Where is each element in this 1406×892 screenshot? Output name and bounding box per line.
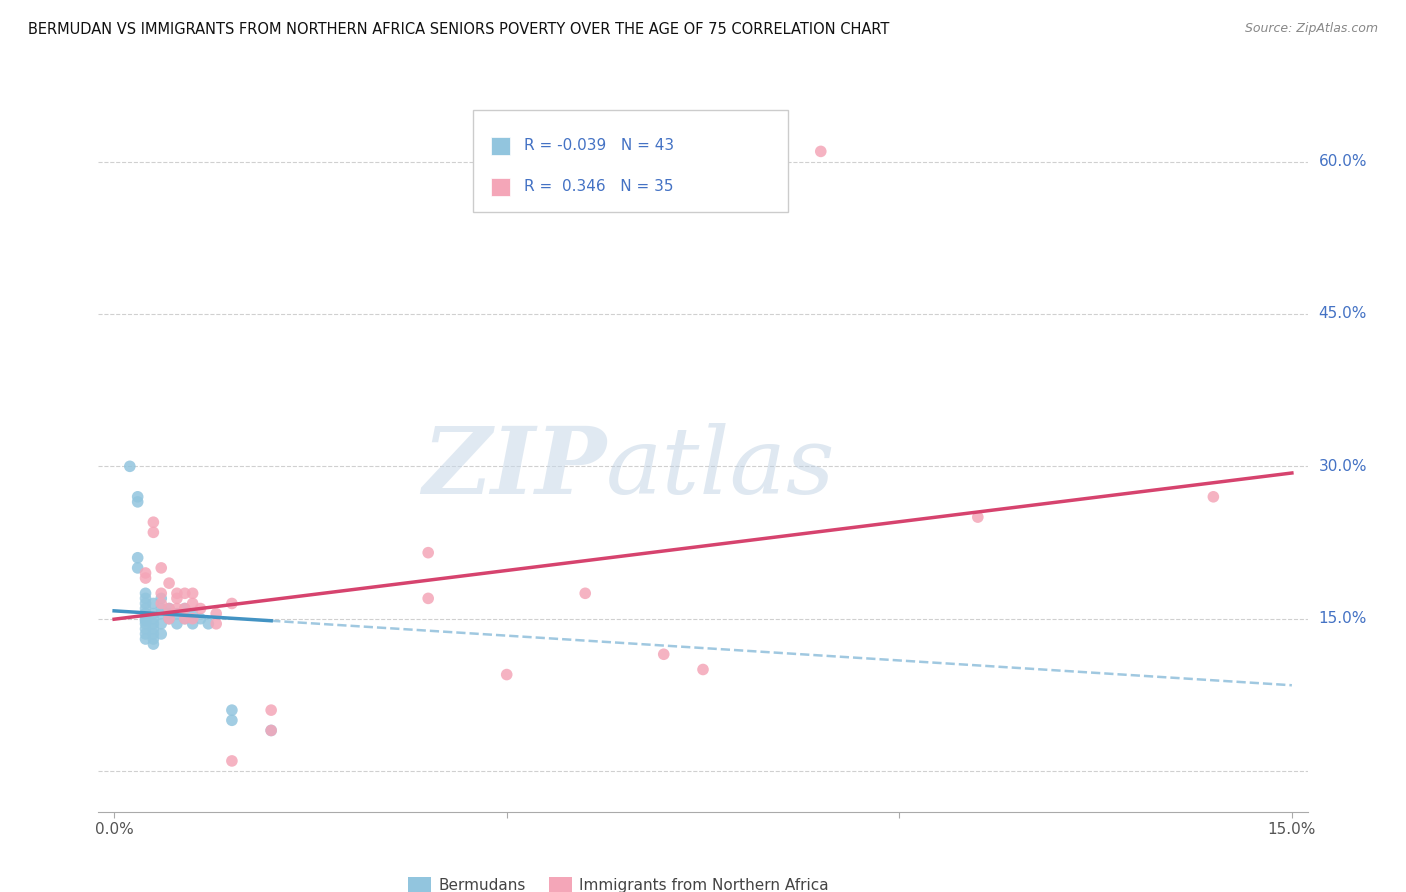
Point — [118, 459, 141, 474]
Point — [181, 586, 204, 600]
Point — [150, 616, 173, 631]
Text: R =  0.346   N = 35: R = 0.346 N = 35 — [524, 179, 673, 194]
Point — [150, 607, 173, 621]
Point — [135, 614, 157, 628]
Point — [142, 612, 165, 626]
Point — [495, 667, 517, 681]
Text: 30.0%: 30.0% — [1319, 458, 1367, 474]
Point — [142, 515, 165, 529]
Point — [127, 495, 149, 509]
Point — [260, 703, 283, 717]
Point — [135, 632, 157, 646]
Point — [166, 607, 188, 621]
Point — [135, 607, 157, 621]
Point — [150, 627, 173, 641]
Point — [157, 601, 180, 615]
Point — [135, 597, 157, 611]
Point — [142, 637, 165, 651]
Point — [221, 714, 243, 728]
Point — [181, 607, 204, 621]
FancyBboxPatch shape — [492, 178, 509, 196]
Point — [173, 601, 195, 615]
Point — [692, 663, 714, 677]
Text: Source: ZipAtlas.com: Source: ZipAtlas.com — [1244, 22, 1378, 36]
Point — [142, 627, 165, 641]
Text: 60.0%: 60.0% — [1319, 154, 1367, 169]
Point — [205, 616, 228, 631]
Point — [173, 586, 195, 600]
Point — [127, 490, 149, 504]
Point — [190, 612, 212, 626]
Text: R = -0.039   N = 43: R = -0.039 N = 43 — [524, 138, 673, 153]
Point — [166, 586, 188, 600]
Point — [150, 586, 173, 600]
Text: BERMUDAN VS IMMIGRANTS FROM NORTHERN AFRICA SENIORS POVERTY OVER THE AGE OF 75 C: BERMUDAN VS IMMIGRANTS FROM NORTHERN AFR… — [28, 22, 890, 37]
Point — [1202, 490, 1225, 504]
Point — [127, 550, 149, 565]
Point — [135, 571, 157, 585]
Point — [135, 566, 157, 580]
Point — [166, 601, 188, 615]
Text: atlas: atlas — [606, 423, 835, 513]
Point — [181, 612, 204, 626]
Point — [142, 525, 165, 540]
Point — [142, 622, 165, 636]
Point — [150, 601, 173, 615]
Point — [157, 607, 180, 621]
Point — [418, 591, 440, 606]
Point — [205, 607, 228, 621]
Point — [142, 597, 165, 611]
Point — [190, 601, 212, 615]
Text: 45.0%: 45.0% — [1319, 307, 1367, 321]
Point — [135, 591, 157, 606]
Point — [166, 616, 188, 631]
Point — [221, 754, 243, 768]
Point — [150, 597, 173, 611]
Point — [221, 703, 243, 717]
Point — [652, 647, 675, 661]
Point — [810, 145, 832, 159]
Point — [150, 591, 173, 606]
Point — [260, 723, 283, 738]
Point — [181, 597, 204, 611]
Point — [966, 510, 988, 524]
FancyBboxPatch shape — [492, 136, 509, 155]
Point — [260, 723, 283, 738]
Point — [127, 561, 149, 575]
Text: ZIP: ZIP — [422, 423, 606, 513]
Point — [181, 616, 204, 631]
Point — [142, 632, 165, 646]
Point — [135, 612, 157, 626]
Point — [157, 612, 180, 626]
Point — [157, 601, 180, 615]
Point — [166, 591, 188, 606]
Point — [150, 561, 173, 575]
Point — [135, 627, 157, 641]
Point — [197, 616, 219, 631]
Point — [142, 607, 165, 621]
Point — [157, 612, 180, 626]
Point — [173, 612, 195, 626]
Point — [135, 622, 157, 636]
Point — [157, 576, 180, 591]
Point — [135, 586, 157, 600]
Point — [173, 601, 195, 615]
Point — [173, 612, 195, 626]
Point — [135, 616, 157, 631]
Point — [142, 616, 165, 631]
Text: 15.0%: 15.0% — [1319, 611, 1367, 626]
Point — [221, 597, 243, 611]
FancyBboxPatch shape — [474, 110, 787, 212]
Point — [135, 601, 157, 615]
Legend: Bermudans, Immigrants from Northern Africa: Bermudans, Immigrants from Northern Afri… — [402, 871, 835, 892]
Point — [418, 546, 440, 560]
Point — [574, 586, 596, 600]
